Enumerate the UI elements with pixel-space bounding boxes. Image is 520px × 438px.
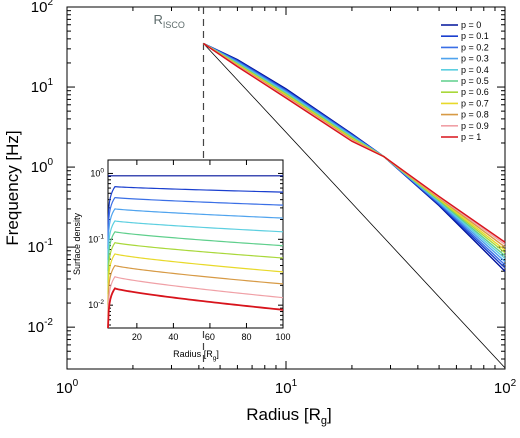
legend-label-2: p = 0.2 <box>461 42 489 52</box>
series-line-10 <box>203 42 506 243</box>
y-tick-label: 10-1 <box>27 237 53 256</box>
legend-label-8: p = 0.8 <box>461 110 489 120</box>
isco-label: RISCO <box>153 12 184 30</box>
y-tick-label: 10-2 <box>27 317 53 336</box>
inset-x-tick-label: 40 <box>168 332 178 342</box>
inset-y-axis-title: Surface density <box>72 212 82 275</box>
x-axis-title: Radius [Rg] <box>246 405 332 427</box>
y-axis-title: Frequency [Hz] <box>3 130 22 245</box>
x-tick-label: 100 <box>56 378 79 397</box>
legend-label-10: p = 1 <box>461 132 481 142</box>
y-tick-label: 101 <box>31 77 54 96</box>
inset-x-axis-title: Radius [Rg] <box>173 349 219 362</box>
legend-label-1: p = 0.1 <box>461 31 489 41</box>
legend-label-5: p = 0.5 <box>461 76 489 86</box>
legend-label-0: p = 0 <box>461 20 481 30</box>
y-tick-label: 102 <box>31 0 54 16</box>
inset-x-tick-label: 60 <box>205 332 215 342</box>
main-series-group <box>203 42 506 369</box>
inset-chart: 20 40 60 80 100 10-2 10-1 100 Surface density R… <box>72 159 291 362</box>
main-tick-labels: 100 101 102 10-2 10-1 100 101 102 <box>27 0 516 397</box>
inset-profile-10 <box>107 287 284 329</box>
inset-profile-6 <box>107 241 284 305</box>
inset-y-tick-label: 10-1 <box>88 233 104 244</box>
inset-profile-7 <box>107 253 284 317</box>
legend-label-9: p = 0.9 <box>461 121 489 131</box>
x-tick-label: 101 <box>275 378 298 397</box>
legend: p = 0p = 0.1p = 0.2 p = 0.3p = 0.4p = 0.5… <box>441 20 489 142</box>
reference-line <box>203 43 506 369</box>
inset-profile-8 <box>107 264 284 328</box>
inset-y-tick-label: 100 <box>90 167 104 178</box>
legend-label-6: p = 0.6 <box>461 87 489 97</box>
legend-label-3: p = 0.3 <box>461 54 489 64</box>
inset-profile-3 <box>107 208 284 272</box>
inset-profile-9 <box>107 276 284 329</box>
inset-profile-4 <box>107 220 284 284</box>
legend-label-7: p = 0.7 <box>461 98 489 108</box>
legend-label-4: p = 0.4 <box>461 65 489 75</box>
inset-profile-5 <box>107 231 284 295</box>
inset-profile-2 <box>107 196 284 260</box>
inset-x-tick-label: 80 <box>241 332 251 342</box>
inset-profile-1 <box>107 186 284 249</box>
inset-x-tick-label: 20 <box>132 332 142 342</box>
y-tick-label: 100 <box>31 157 54 176</box>
inset-series-group <box>107 175 284 329</box>
inset-x-tick-label: 100 <box>275 332 290 342</box>
main-tick-marks <box>66 7 505 370</box>
x-tick-label: 102 <box>494 378 517 397</box>
inset-tick-labels: 20 40 60 80 100 10-2 10-1 100 <box>88 167 290 342</box>
inset-y-tick-label: 10-2 <box>88 299 104 310</box>
